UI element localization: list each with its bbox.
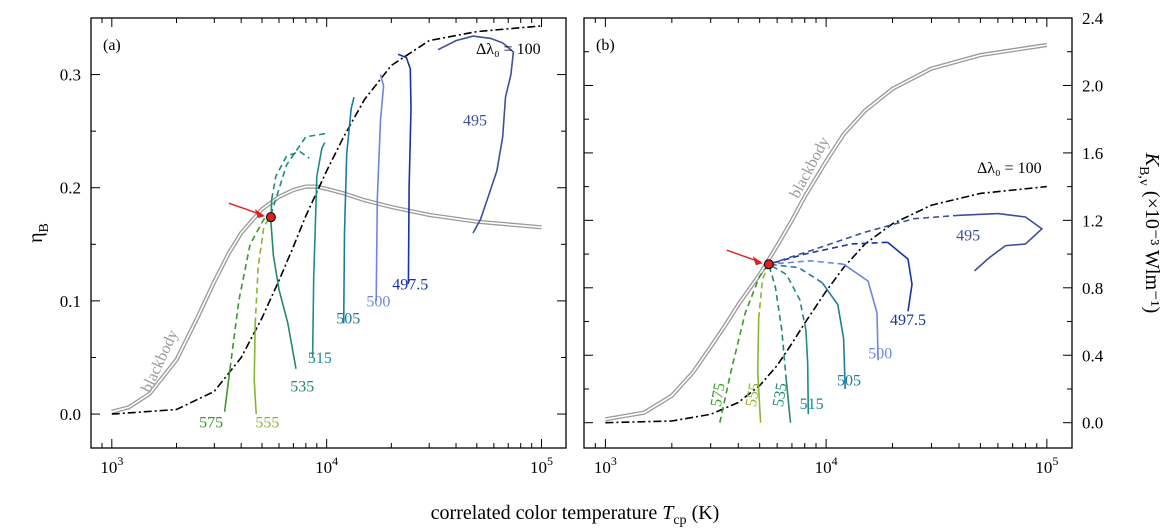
series-535-dashed (768, 263, 788, 381)
series-blackbody-inner (605, 44, 1047, 421)
x-axis-ticks (90, 18, 543, 448)
x-tick-label: 104 (315, 454, 338, 477)
delta-lambda-label: Δλ₀ = 100 (977, 160, 1042, 177)
delta-lambda-label: Δλ₀ = 100 (476, 41, 541, 58)
series-495-label: 495 (956, 228, 980, 245)
plot-frame (583, 17, 1073, 449)
series-535-solid (785, 380, 792, 423)
series-497-5 (397, 53, 412, 284)
series-505 (342, 97, 355, 324)
series-495 (437, 35, 515, 234)
series-497-5-solid (887, 241, 913, 312)
series-497-5-label: 497.5 (890, 312, 926, 329)
y-tick-label: 1.2 (1082, 211, 1103, 230)
series-505-solid (821, 282, 846, 390)
series-group (605, 42, 1048, 424)
series-505-label: 505 (837, 373, 861, 390)
y-tick-label: 2.4 (1082, 9, 1104, 28)
y-tick-label: 0.0 (1082, 414, 1103, 433)
series-535-label: 535 (290, 378, 314, 395)
series-505-label: 505 (336, 311, 360, 328)
x-tick-label: 103 (100, 454, 123, 477)
x-tick-label: 104 (815, 454, 838, 477)
series-515-label: 515 (800, 396, 824, 413)
x-axis-title: correlated color temperature Tcp (K) (431, 502, 720, 528)
series-515-dashed (270, 132, 327, 216)
x-axis-ticks (583, 18, 1048, 448)
y-axis-ticks (91, 17, 566, 415)
series-535-dashed (270, 150, 310, 200)
series-555-label: 555 (255, 415, 279, 432)
y-tick-label: 0.0 (60, 405, 81, 424)
series-500-label: 500 (868, 346, 892, 363)
series-500-label: 500 (366, 294, 390, 311)
series-575-label: 575 (708, 382, 729, 409)
series-535-solid (270, 199, 297, 369)
y-tick-label: 0.8 (1082, 279, 1103, 298)
series-575-dashed (719, 263, 770, 423)
series-575-label: 575 (199, 415, 223, 432)
intersection-marker (265, 212, 276, 223)
series-555-label: 555 (743, 382, 764, 409)
series-497-5-dashed (768, 241, 888, 265)
series-515-solid (311, 142, 326, 358)
panel-label: (a) (103, 37, 121, 54)
y-tick-label: 0.2 (60, 179, 81, 198)
series-495-label: 495 (463, 113, 487, 130)
x-tick-label: 103 (594, 454, 617, 477)
y-tick-label: 0.1 (60, 292, 81, 311)
intersection-marker (763, 259, 774, 270)
series-500-solid (843, 263, 879, 361)
y-tick-label: 0.4 (1082, 346, 1104, 365)
series-495-solid (958, 212, 1044, 272)
series-575-dashed (229, 214, 272, 369)
y-axis-title: ηB (25, 223, 52, 243)
plot-frame (90, 17, 567, 449)
series-555-solid (756, 318, 762, 423)
y-axis-title: KB,v (×10⁻³ Wlm⁻¹) (1136, 152, 1163, 314)
panel-b: 103 104 105 0.0 0.4 0.8 1.2 1.6 2.0 2.4 KB,v (×10⁻… (583, 9, 1163, 477)
pointer-arrowhead (752, 256, 763, 266)
series-group (111, 25, 542, 415)
panel-label: (b) (596, 37, 615, 54)
series-dotdash (111, 25, 542, 415)
series-515-dashed (768, 263, 807, 331)
y-axis-ticks (584, 17, 1072, 424)
x-tick-label: 105 (1035, 454, 1058, 477)
series-500 (375, 74, 385, 301)
series-blackbody-outer (605, 42, 1048, 422)
series-dotdash (605, 185, 1047, 424)
series-505-dashed (768, 263, 823, 284)
series-555-dashed (757, 263, 770, 319)
series-515-label: 515 (308, 350, 332, 367)
series-575-solid (223, 368, 231, 412)
y-tick-label: 1.6 (1082, 144, 1103, 163)
series-555-solid (253, 323, 257, 415)
series-497-5-label: 497.5 (392, 277, 428, 294)
series-555-dashed (254, 214, 272, 324)
series-blackbody-outer (111, 184, 542, 414)
series-blackbody-inner (111, 185, 542, 413)
series-495-dashed (768, 214, 960, 265)
pointer-arrowhead (254, 209, 265, 219)
series-535-label: 535 (770, 382, 791, 409)
y-tick-label: 0.3 (60, 66, 81, 85)
series-500-dashed (768, 259, 844, 265)
y-tick-label: 2.0 (1082, 76, 1103, 95)
x-tick-label: 105 (530, 454, 553, 477)
series-515-solid (805, 329, 810, 415)
